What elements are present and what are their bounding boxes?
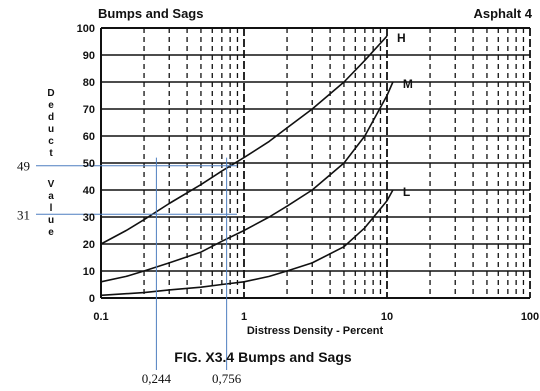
series-line bbox=[100, 189, 394, 297]
series-label: L bbox=[403, 185, 410, 199]
y-tick-label: 0 bbox=[89, 293, 95, 305]
series-label: H bbox=[397, 31, 406, 45]
y-axis-label-char: l bbox=[50, 203, 53, 214]
x-tick-label: 0.1 bbox=[93, 311, 108, 323]
y-tick-label: 50 bbox=[83, 158, 95, 170]
y-tick-label: 100 bbox=[77, 23, 95, 35]
y-axis-label-char: e bbox=[48, 227, 54, 238]
guide-label-y: 31 bbox=[17, 207, 30, 222]
y-tick-label: 70 bbox=[83, 104, 95, 116]
x-tick-label: 10 bbox=[381, 311, 393, 323]
x-tick-label: 1 bbox=[241, 311, 247, 323]
y-tick-label: 90 bbox=[83, 50, 95, 62]
y-axis-label-char: e bbox=[48, 100, 54, 111]
y-tick-label: 30 bbox=[83, 212, 95, 224]
y-tick-label: 40 bbox=[83, 185, 95, 197]
series-line bbox=[100, 81, 394, 283]
grid bbox=[100, 27, 531, 299]
guide-label-x: 0,244 bbox=[142, 371, 172, 386]
y-axis-label-char: t bbox=[49, 148, 53, 159]
guide-label-x: 0,756 bbox=[212, 371, 242, 386]
y-tick-label: 60 bbox=[83, 131, 95, 143]
chart-title-right: Asphalt 4 bbox=[473, 6, 532, 21]
figure-caption: FIG. X3.4 Bumps and Sags bbox=[174, 349, 352, 365]
tick-labels: 0 10 20 30 40 50 60 70 80 90 100 0.1 1 10 100 bbox=[77, 23, 540, 323]
guide-lines: 49 31 0,244 0,756 bbox=[17, 157, 242, 386]
series-label: M bbox=[403, 77, 413, 91]
y-axis-label-char: d bbox=[48, 112, 54, 123]
y-axis-label-char: a bbox=[48, 191, 54, 202]
y-axis-label-char: u bbox=[48, 215, 54, 226]
y-tick-label: 80 bbox=[83, 77, 95, 89]
chart-title-left: Bumps and Sags bbox=[98, 6, 203, 21]
y-axis-label-char: V bbox=[48, 179, 55, 190]
series-group: H M L bbox=[100, 31, 413, 297]
series-line bbox=[100, 35, 388, 245]
x-tick-label: 100 bbox=[521, 311, 539, 323]
guide-label-y: 49 bbox=[17, 159, 30, 174]
x-axis-label: Distress Density - Percent bbox=[247, 325, 384, 337]
y-tick-label: 20 bbox=[83, 239, 95, 251]
y-axis-label-char: u bbox=[48, 124, 54, 135]
y-tick-label: 10 bbox=[83, 266, 95, 278]
y-axis-label-char: D bbox=[47, 88, 54, 99]
y-axis-label-char: c bbox=[48, 136, 54, 147]
